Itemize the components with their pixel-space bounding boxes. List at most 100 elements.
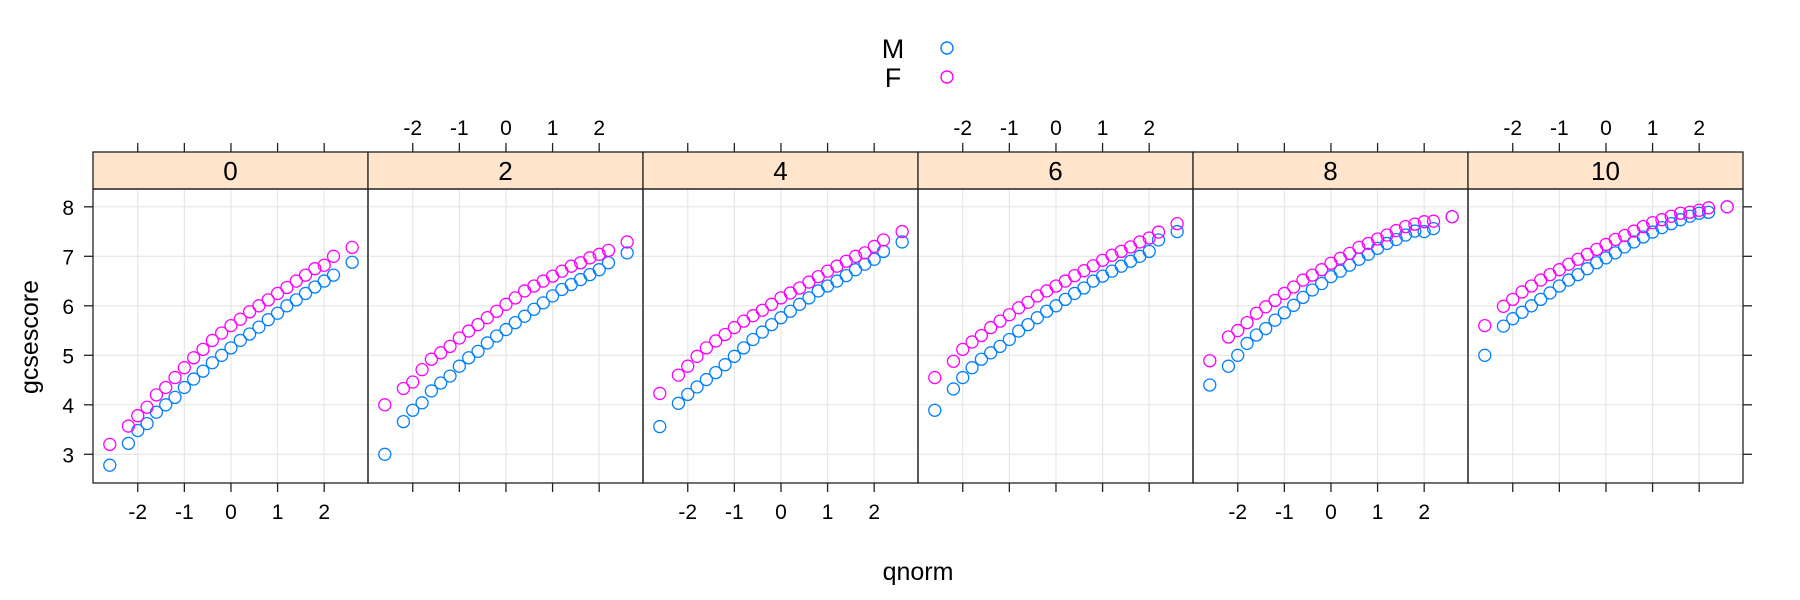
point-F bbox=[1058, 274, 1072, 288]
y-tick-label: 5 bbox=[62, 345, 74, 368]
point-M bbox=[1580, 262, 1594, 276]
point-F bbox=[168, 370, 182, 385]
x-tick-label: 0 bbox=[1600, 117, 1612, 140]
point-F bbox=[974, 328, 989, 343]
point-F bbox=[270, 286, 285, 301]
point-F bbox=[928, 370, 942, 385]
x-tick-label: 1 bbox=[822, 501, 834, 524]
point-M bbox=[545, 289, 560, 303]
point-F bbox=[149, 388, 164, 402]
legend-marker-M bbox=[940, 41, 954, 55]
point-F bbox=[1515, 285, 1529, 299]
point-M bbox=[1333, 264, 1347, 278]
point-F bbox=[415, 363, 429, 377]
panel-10: 10 -2 -1 0 1 2 bbox=[1467, 117, 1744, 492]
x-tick-label: -2 bbox=[1503, 117, 1522, 140]
point-F bbox=[443, 339, 457, 354]
point-F bbox=[1221, 330, 1236, 344]
point-F bbox=[1352, 240, 1366, 255]
point-M bbox=[177, 380, 192, 395]
point-M bbox=[1142, 244, 1156, 259]
point-M bbox=[1683, 209, 1697, 223]
point-M bbox=[480, 336, 494, 350]
point-M bbox=[746, 332, 760, 347]
x-tick-label: -2 bbox=[678, 501, 697, 524]
point-F bbox=[1086, 259, 1100, 273]
point-M bbox=[653, 419, 667, 434]
point-M bbox=[928, 403, 942, 417]
point-M bbox=[792, 297, 807, 311]
point-F bbox=[1496, 299, 1511, 313]
point-M bbox=[489, 329, 504, 343]
point-F bbox=[289, 274, 303, 288]
point-M bbox=[802, 291, 816, 305]
point-M bbox=[755, 325, 769, 339]
point-F bbox=[895, 224, 909, 239]
point-M bbox=[1571, 267, 1585, 282]
point-F bbox=[214, 326, 229, 340]
panels: 0-2 -1 0 1 22-2 -1 0 1 24-2 -1 0 1 26-2 -1 0 1 28-2 -1 0 1 2… bbox=[92, 117, 1744, 524]
point-M bbox=[1268, 313, 1282, 327]
legend-label-F: F bbox=[885, 63, 902, 93]
point-M bbox=[1361, 247, 1375, 261]
strip-label: 2 bbox=[498, 156, 512, 186]
point-F bbox=[727, 320, 742, 335]
x-tick-label: 2 bbox=[318, 501, 330, 524]
x-tick-label: -1 bbox=[175, 501, 194, 524]
point-F bbox=[1123, 240, 1138, 254]
point-F bbox=[131, 409, 145, 423]
point-F bbox=[1170, 216, 1184, 231]
point-M bbox=[1151, 233, 1166, 247]
point-M bbox=[1287, 298, 1301, 312]
point-M bbox=[317, 274, 331, 288]
point-M bbox=[1030, 311, 1044, 325]
point-M bbox=[671, 396, 686, 410]
point-M bbox=[555, 282, 569, 297]
point-M bbox=[783, 304, 797, 318]
point-M bbox=[434, 376, 448, 390]
point-F bbox=[755, 303, 769, 317]
strip bbox=[642, 151, 919, 190]
point-M bbox=[839, 268, 853, 283]
point-F bbox=[1142, 231, 1156, 245]
point-F bbox=[1636, 219, 1650, 234]
point-M bbox=[1259, 321, 1273, 336]
point-F bbox=[1655, 213, 1669, 227]
point-F bbox=[839, 254, 853, 268]
point-F bbox=[326, 249, 341, 263]
point-F bbox=[1524, 279, 1539, 293]
point-F bbox=[811, 269, 825, 284]
point-F bbox=[1203, 354, 1217, 368]
point-M bbox=[424, 384, 439, 398]
point-M bbox=[396, 414, 411, 429]
point-F bbox=[1105, 248, 1119, 262]
point-M bbox=[1086, 274, 1100, 288]
panel-4: 4 -2 -1 0 1 2 bbox=[642, 143, 919, 524]
point-F bbox=[1314, 263, 1329, 277]
point-F bbox=[690, 349, 704, 363]
x-tick-label: 1 bbox=[1097, 117, 1109, 140]
point-M bbox=[1701, 205, 1716, 219]
point-F bbox=[317, 258, 331, 272]
point-F bbox=[867, 239, 881, 254]
x-axis-title: qnorm bbox=[883, 558, 954, 586]
x-tick-label: 1 bbox=[272, 501, 284, 524]
point-F bbox=[699, 341, 714, 355]
point-M bbox=[415, 396, 429, 410]
point-F bbox=[830, 259, 844, 273]
point-M bbox=[406, 403, 420, 417]
panel-2: 2 -2 -1 0 1 2 bbox=[367, 117, 644, 492]
point-F bbox=[1673, 206, 1688, 220]
x-tick-label: 1 bbox=[547, 117, 559, 140]
point-F bbox=[1398, 219, 1413, 234]
point-F bbox=[1030, 289, 1044, 303]
point-M bbox=[1039, 304, 1054, 318]
point-M bbox=[564, 277, 578, 292]
point-M bbox=[764, 317, 779, 332]
legend-label-M: M bbox=[882, 34, 905, 64]
point-F bbox=[1077, 264, 1091, 278]
point-F bbox=[1571, 252, 1585, 266]
point-M bbox=[1608, 246, 1622, 260]
point-F bbox=[1417, 215, 1431, 229]
